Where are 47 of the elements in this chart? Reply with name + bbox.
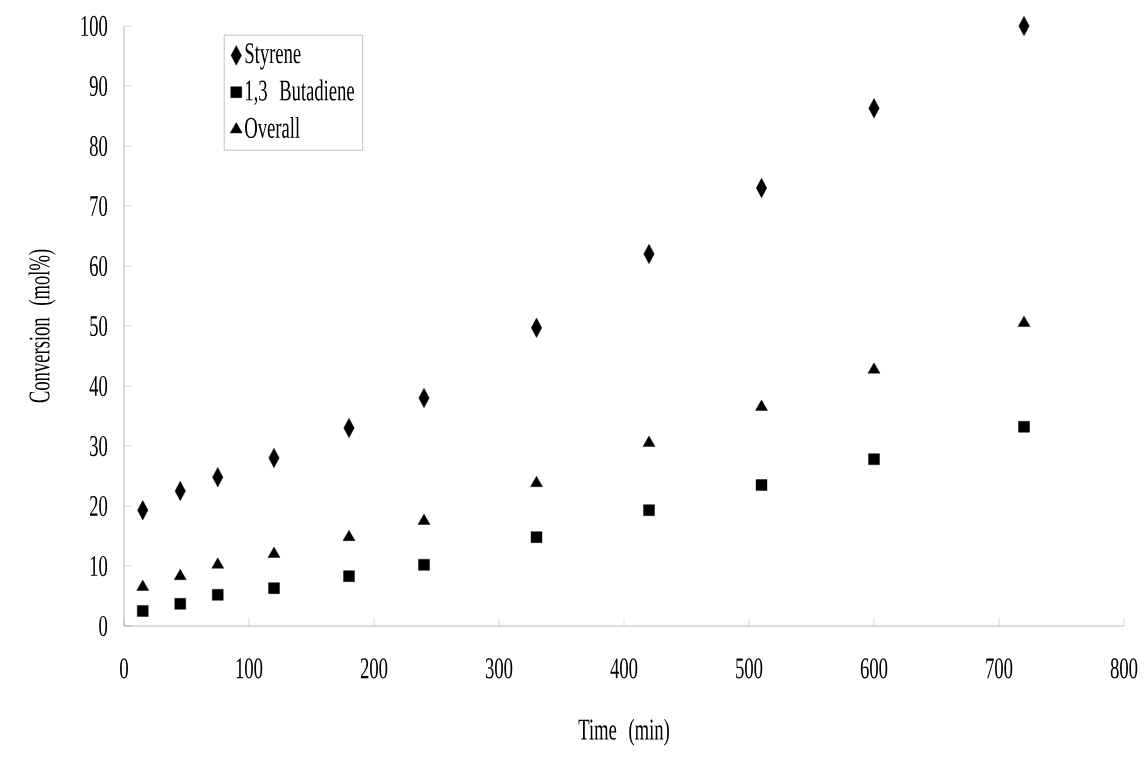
y-tick-label: 90: [89, 75, 108, 97]
point: [268, 582, 280, 594]
y-tick-label: 100: [81, 15, 108, 37]
point: [755, 479, 768, 491]
point: [643, 504, 655, 516]
point: [1017, 315, 1031, 327]
x-tick-label: 400: [610, 658, 638, 679]
point: [1018, 421, 1030, 433]
point: [417, 513, 431, 525]
x-tick-label: 100: [236, 658, 263, 679]
x-axis-title: Time (min): [578, 718, 669, 746]
x-tick-label: 300: [485, 658, 513, 679]
point: [530, 476, 543, 487]
point: [136, 579, 150, 591]
legend-label: Overall: [245, 116, 300, 138]
y-tick-label: 40: [89, 375, 108, 397]
y-axis-title: Conversion (mol%): [28, 249, 56, 403]
point: [343, 570, 355, 582]
y-tick-label: 50: [90, 315, 108, 337]
point: [174, 598, 186, 610]
point: [212, 589, 224, 601]
legend-label: Styrene: [245, 43, 301, 70]
x-tick-label: 0: [120, 658, 128, 679]
y-tick-label: 80: [89, 135, 108, 157]
point: [868, 453, 880, 465]
point: [530, 531, 543, 543]
point: [267, 546, 281, 558]
y-tick-label: 70: [90, 195, 108, 217]
point: [211, 557, 225, 569]
point: [342, 530, 356, 541]
y-tick-label: 0: [99, 615, 108, 637]
y-tick-label: 30: [90, 435, 108, 457]
x-tick-label: 700: [986, 658, 1013, 679]
point: [755, 399, 768, 411]
x-tick-label: 600: [860, 658, 888, 679]
x-tick-label: 500: [736, 658, 763, 679]
point: [137, 605, 149, 617]
point: [642, 435, 656, 447]
point: [418, 559, 430, 571]
x-tick-label: 800: [1110, 658, 1138, 679]
y-tick-label: 20: [90, 495, 108, 517]
y-tick-label: 10: [90, 555, 108, 577]
point: [173, 569, 187, 580]
point: [867, 362, 881, 374]
legend-label: 1,3 Butadiene: [245, 79, 354, 105]
y-tick-label: 60: [90, 255, 108, 277]
x-tick-label: 200: [360, 658, 388, 679]
